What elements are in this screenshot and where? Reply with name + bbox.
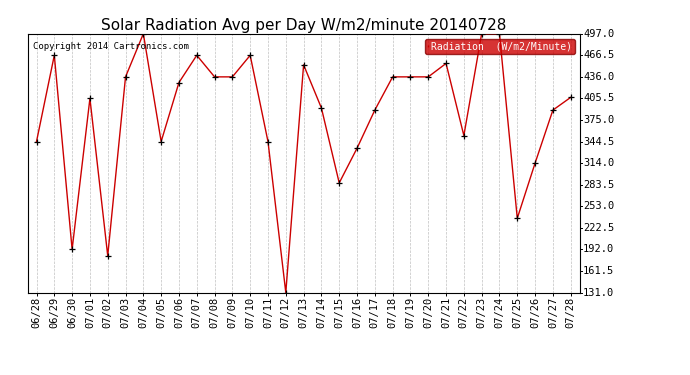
Text: Copyright 2014 Cartronics.com: Copyright 2014 Cartronics.com xyxy=(33,42,189,51)
Text: 283.5: 283.5 xyxy=(583,180,614,190)
Text: 131.0: 131.0 xyxy=(583,288,614,297)
Legend: Radiation  (W/m2/Minute): Radiation (W/m2/Minute) xyxy=(425,39,575,54)
Text: 222.5: 222.5 xyxy=(583,223,614,233)
Text: 192.0: 192.0 xyxy=(583,244,614,254)
Text: 497.0: 497.0 xyxy=(583,29,614,39)
Text: 436.0: 436.0 xyxy=(583,72,614,82)
Text: 466.5: 466.5 xyxy=(583,50,614,60)
Text: 375.0: 375.0 xyxy=(583,115,614,125)
Text: 253.0: 253.0 xyxy=(583,201,614,211)
Text: 344.5: 344.5 xyxy=(583,136,614,147)
Text: 405.5: 405.5 xyxy=(583,93,614,104)
Text: 161.5: 161.5 xyxy=(583,266,614,276)
Text: 314.0: 314.0 xyxy=(583,158,614,168)
Title: Solar Radiation Avg per Day W/m2/minute 20140728: Solar Radiation Avg per Day W/m2/minute … xyxy=(101,18,506,33)
